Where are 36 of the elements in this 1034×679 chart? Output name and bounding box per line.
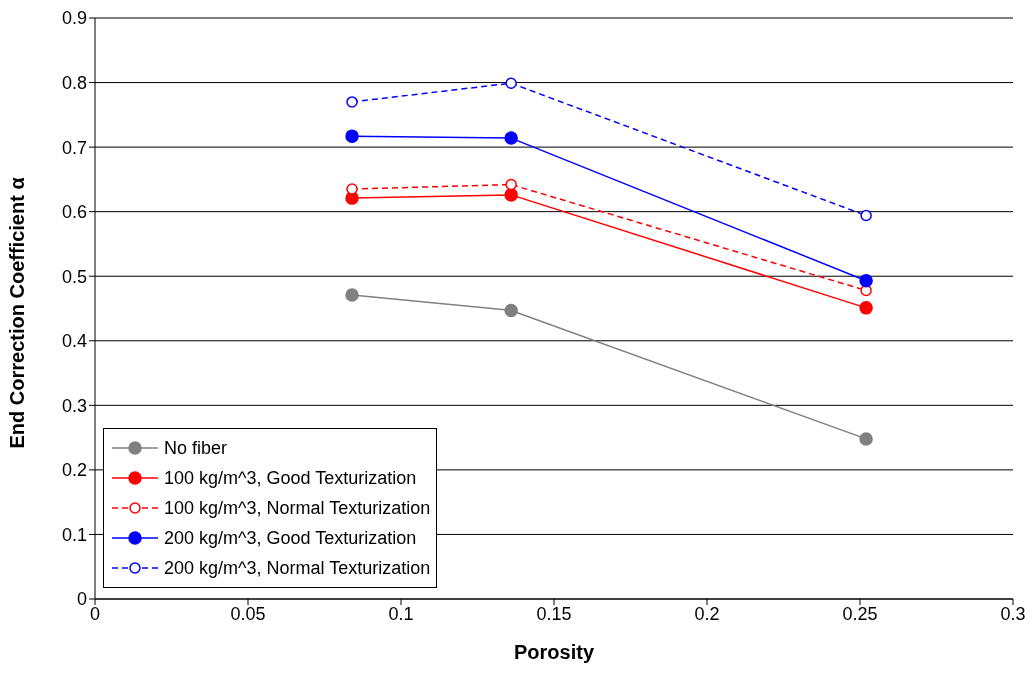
point: [859, 301, 873, 315]
point: [346, 96, 358, 108]
point: [504, 131, 518, 145]
x-tick-label: 0.25: [842, 603, 878, 624]
x-tick-label: 0: [89, 603, 101, 624]
legend-label: 100 kg/m^3, Good Texturization: [164, 467, 417, 489]
x-tick-label: 0.15: [536, 603, 572, 624]
point: [859, 432, 873, 446]
x-axis-title: Porosity: [513, 641, 595, 663]
y-tick-label: 0.8: [61, 72, 87, 93]
x-tick-label: 0.2: [694, 603, 720, 624]
x-tick-label: 0.05: [230, 603, 266, 624]
y-tick-label: 0.2: [61, 460, 87, 481]
y-tick-label: 0.9: [61, 8, 87, 29]
y-tick-label: 0: [76, 589, 87, 610]
x-tick-label: 0.3: [1000, 603, 1026, 624]
point: [859, 273, 873, 288]
y-tick-label: 0.6: [61, 202, 87, 223]
point: [860, 209, 872, 222]
legend-label: 200 kg/m^3, Good Texturization: [164, 527, 417, 549]
point: [504, 303, 518, 318]
point: [346, 183, 358, 195]
point: [345, 129, 359, 143]
y-tick-label: 0.5: [61, 266, 87, 287]
y-tick-label: 0.1: [61, 524, 87, 545]
legend-label: 200 kg/m^3, Normal Texturization: [164, 557, 431, 579]
point: [504, 188, 518, 202]
legend-label: No fiber: [164, 437, 228, 459]
y-tick-label: 0.4: [61, 331, 87, 352]
y-axis-title: End Correction Coefficient α: [6, 176, 29, 449]
point: [505, 77, 517, 89]
y-tick-label: 0.3: [61, 395, 87, 416]
legend-label: 100 kg/m^3, Normal Texturization: [164, 497, 431, 519]
x-tick-label: 0.1: [388, 603, 414, 624]
point: [345, 288, 359, 302]
y-tick-label: 0.7: [61, 137, 87, 158]
